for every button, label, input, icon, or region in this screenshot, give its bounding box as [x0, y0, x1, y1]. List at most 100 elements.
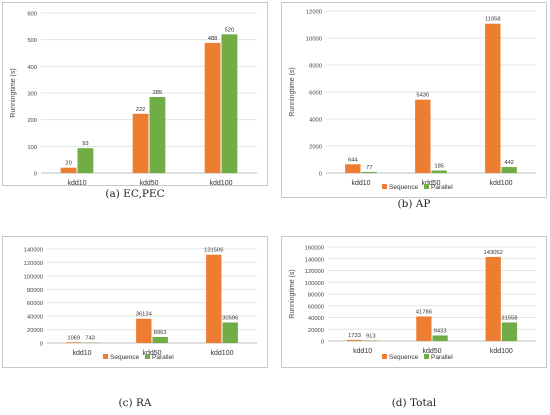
- bar-parallel-kdd50: [152, 336, 168, 343]
- x-tick-label: kdd50: [142, 350, 161, 357]
- data-label: 30596: [222, 315, 238, 321]
- data-label: 36134: [136, 312, 153, 318]
- chart-panel-a: 0 100 200 300 400 500 600 Runningtime (s) 20 93 kd…: [2, 2, 268, 202]
- y-tick-label: 4000: [309, 118, 322, 124]
- y-tick-label: 160000: [305, 246, 324, 252]
- bar-parallel-kdd100: [501, 322, 518, 341]
- y-tick-label: 0: [40, 342, 43, 348]
- y-tick-label: 2000: [309, 145, 322, 151]
- bar-parallel-kdd50: [432, 335, 448, 341]
- bar-sequence-kdd100: [204, 42, 221, 173]
- y-tick-label: 600: [27, 12, 37, 18]
- bar-sequence-kdd50: [416, 316, 432, 341]
- bar-parallel-kdd50: [149, 97, 166, 173]
- chart-frame-d: 0 20000 40000 60000 80000 100000 120000 140000 1…: [281, 236, 547, 368]
- x-tick-label: kdd10: [353, 348, 372, 355]
- legend-swatch-sequence: [103, 354, 108, 359]
- data-label: 644: [348, 157, 358, 163]
- y-tick-label: 60000: [27, 301, 43, 307]
- y-tick-label: 20000: [27, 328, 43, 334]
- data-label: 222: [136, 107, 146, 113]
- y-tick-label: 400: [27, 65, 37, 71]
- bar-parallel-kdd10: [363, 340, 379, 341]
- data-label: 520: [225, 27, 235, 33]
- y-tick-label: 200: [27, 118, 37, 124]
- y-tick-label: 100000: [305, 281, 324, 287]
- data-label: 488: [208, 36, 218, 42]
- x-tick-label: kdd10: [72, 350, 91, 357]
- y-tick-label: 0: [319, 172, 322, 178]
- data-label: 143052: [484, 250, 503, 256]
- x-tick-label: kdd10: [67, 180, 86, 185]
- y-tick-label: 80000: [27, 288, 43, 294]
- legend-label: Sequence: [389, 354, 419, 361]
- legend-swatch-parallel: [145, 354, 150, 359]
- y-tick-label: 8000: [309, 64, 322, 70]
- data-label: 31558: [501, 315, 517, 321]
- legend-swatch-sequence: [382, 354, 387, 359]
- data-label: 41786: [416, 309, 432, 315]
- bar-parallel-kdd50: [431, 170, 447, 173]
- data-label: 5430: [416, 93, 429, 99]
- legend-label: Parallel: [152, 354, 174, 361]
- bar-parallel-kdd100: [222, 322, 238, 343]
- bar-parallel-kdd100: [221, 34, 238, 173]
- y-tick-label: 0: [321, 340, 324, 346]
- legend-label: Sequence: [389, 184, 419, 191]
- x-tick-label: kdd100: [211, 350, 234, 357]
- x-tick-label: kdd50: [422, 348, 441, 355]
- legend-swatch-sequence: [382, 184, 387, 189]
- bar-sequence-kdd10: [60, 167, 77, 173]
- y-axis-label: Runningtime (s): [10, 68, 17, 117]
- x-tick-label: kdd50: [139, 180, 158, 185]
- chart-panel-c: 0 20000 40000 60000 80000 100000 120000 140000 1…: [2, 236, 268, 413]
- chart-svg-c: 0 20000 40000 60000 80000 100000 120000 140000 1…: [24, 248, 257, 361]
- bar-parallel-kdd100: [501, 167, 517, 173]
- chart-frame-c: 0 20000 40000 60000 80000 100000 120000 140000 1…: [2, 236, 268, 368]
- y-tick-label: 300: [27, 92, 37, 98]
- x-tick-label: kdd10: [351, 180, 370, 187]
- chart-panel-d: 0 20000 40000 60000 80000 100000 120000 140000 1…: [281, 236, 547, 413]
- y-tick-label: 10000: [306, 37, 322, 43]
- x-tick-label: kdd100: [210, 180, 233, 185]
- chart-caption-b: (b) AP: [397, 198, 431, 210]
- bar-sequence-kdd100: [206, 254, 222, 343]
- y-tick-label: 120000: [24, 261, 43, 267]
- y-tick-label: 100: [27, 145, 37, 151]
- chart-frame-a: 0 100 200 300 400 500 600 Runningtime (s) 20 93 kd…: [2, 2, 268, 186]
- data-label: 913: [366, 333, 376, 339]
- data-label: 743: [85, 336, 95, 342]
- y-tick-label: 0: [34, 172, 37, 178]
- y-tick-label: 140000: [305, 257, 324, 263]
- y-tick-label: 40000: [27, 315, 43, 321]
- bar-sequence-kdd100: [485, 23, 501, 174]
- data-label: 1069: [67, 335, 80, 341]
- data-label: 77: [366, 165, 372, 171]
- bar-parallel-kdd10: [77, 148, 94, 173]
- y-tick-label: 12000: [306, 10, 322, 16]
- data-label: 131506: [204, 248, 223, 254]
- y-tick-label: 6000: [309, 91, 322, 97]
- data-label: 20: [65, 161, 71, 167]
- legend-label: Sequence: [110, 354, 140, 361]
- bar-sequence-kdd10: [66, 342, 82, 343]
- data-label: 442: [504, 160, 514, 166]
- y-tick-label: 80000: [308, 293, 324, 299]
- bar-sequence-kdd50: [136, 318, 152, 343]
- chart-caption-d: (d) Total: [391, 397, 437, 409]
- y-axis-label: Runningtime (s): [289, 67, 296, 116]
- y-tick-label: 40000: [308, 316, 324, 322]
- chart-svg-b: 0 2000 4000 6000 8000 10000 12000 Runningtime (…: [289, 10, 536, 191]
- bar-sequence-kdd100: [485, 256, 501, 341]
- y-tick-label: 100000: [24, 274, 43, 280]
- data-label: 285: [153, 90, 163, 96]
- chart-panel-b: 0 2000 4000 6000 8000 10000 12000 Runningtime (…: [281, 2, 547, 210]
- chart-svg-d: 0 20000 40000 60000 80000 100000 120000 140000 1…: [289, 246, 536, 361]
- bar-sequence-kdd50: [415, 99, 431, 173]
- data-label: 9433: [434, 328, 447, 334]
- legend-label: Parallel: [431, 354, 453, 361]
- chart-caption-a: (a) EC,PEC: [105, 188, 165, 200]
- legend-label: Parallel: [431, 184, 453, 191]
- y-axis-label: Runningtime (s): [289, 269, 296, 318]
- bar-parallel-kdd10: [82, 342, 98, 344]
